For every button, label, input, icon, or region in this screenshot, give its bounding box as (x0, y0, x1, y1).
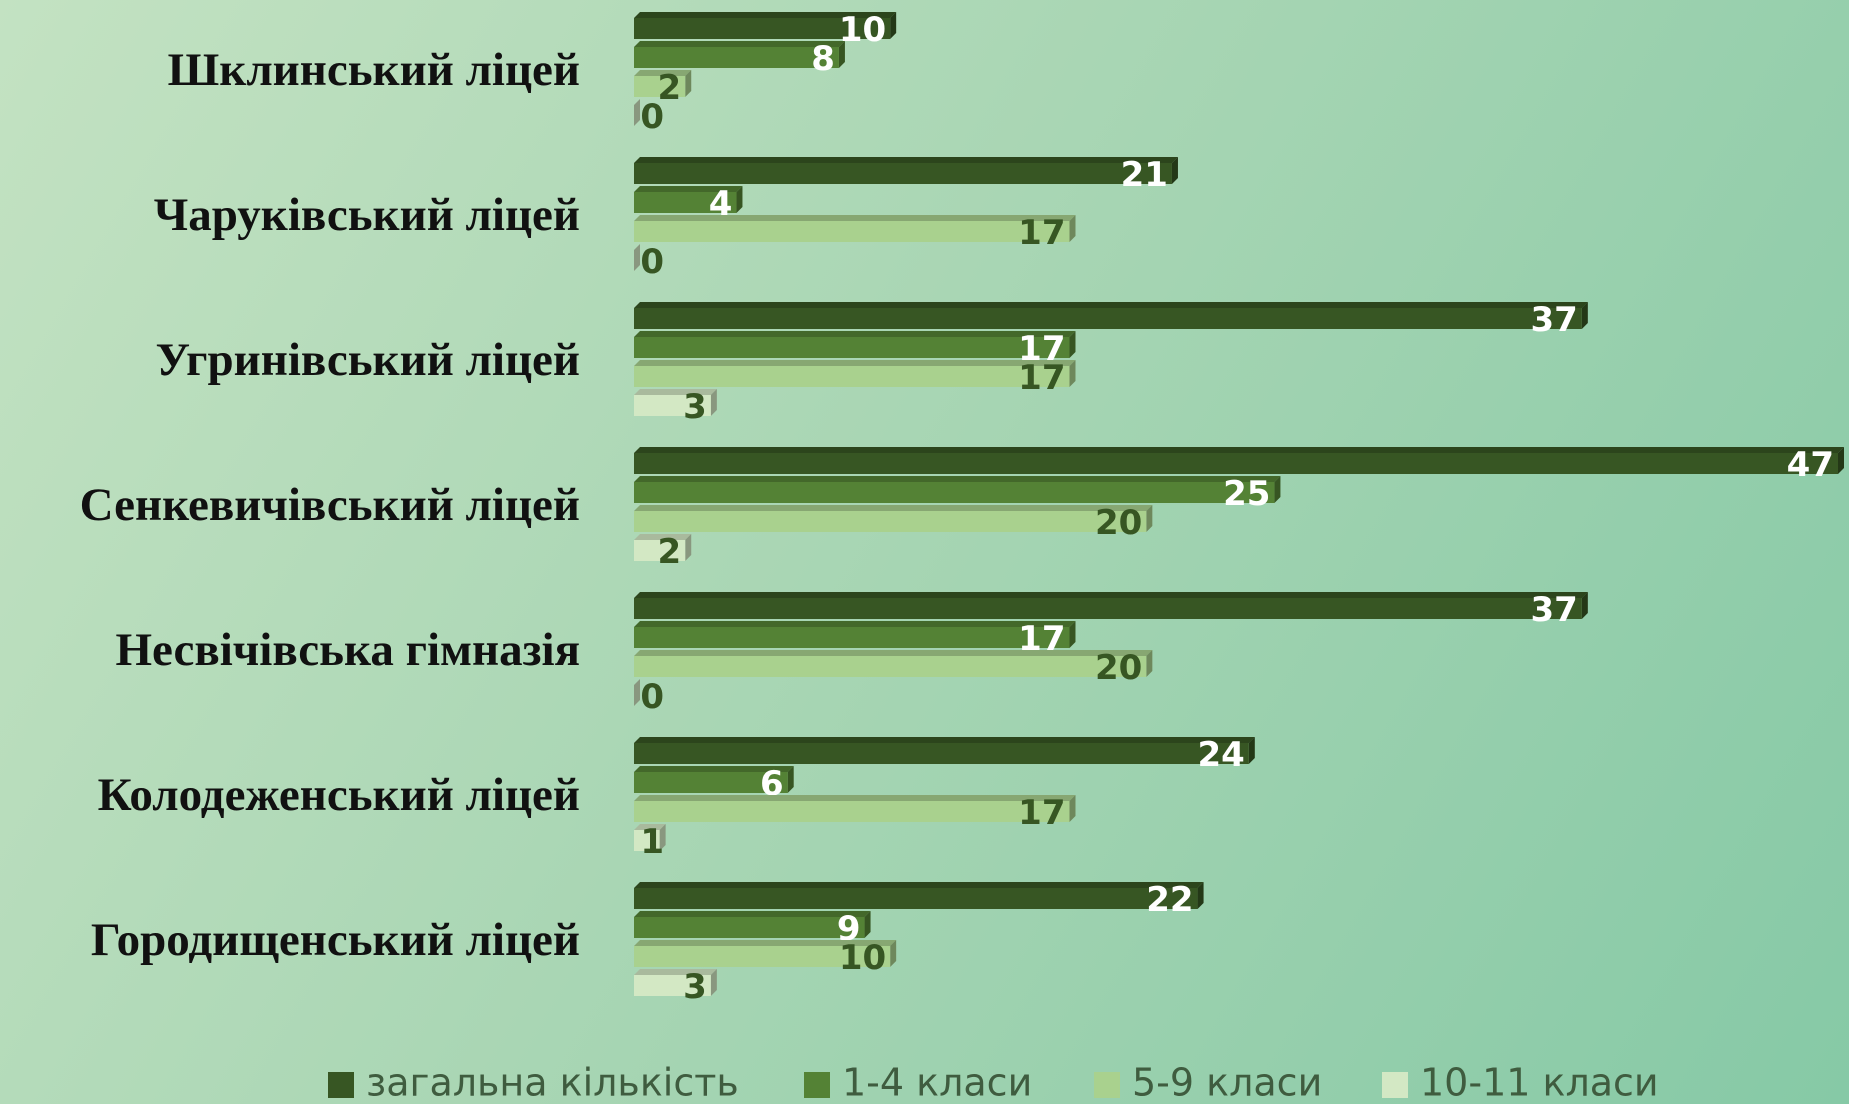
data-label: 3 (683, 967, 707, 1007)
bar-face (634, 911, 871, 917)
bar-face (634, 888, 1198, 909)
bar (634, 882, 1204, 909)
bar-face (634, 99, 640, 126)
category-label: Шклинський ліцей (168, 44, 580, 96)
legend-label: 10-11 класи (1420, 1061, 1659, 1104)
bar (634, 302, 1588, 329)
data-label: 3 (683, 387, 707, 427)
bar-face (634, 795, 1075, 801)
bar-face (634, 302, 1588, 308)
bar-face (634, 627, 1069, 648)
bar-face (634, 157, 1178, 163)
category-label: Сенкевичівський ліцей (80, 479, 580, 531)
bar-face (634, 331, 1075, 337)
data-label: 2 (658, 532, 682, 572)
bar-face (634, 360, 1075, 366)
bar-face (634, 476, 1280, 482)
bar (634, 737, 1255, 764)
legend-label: 1-4 класи (842, 1061, 1032, 1104)
legend-swatch (328, 1072, 354, 1098)
bar-face (634, 163, 1172, 184)
data-label: 24 (1197, 735, 1244, 775)
bar-face (634, 679, 640, 706)
bar-face (634, 215, 1075, 221)
bar (634, 911, 871, 938)
data-label: 0 (640, 97, 664, 137)
bar (634, 592, 1588, 619)
bar-face (634, 650, 1152, 656)
bar-face (634, 801, 1069, 822)
chart: Шклинський ліцей10820Чаруківський ліцей2… (0, 0, 1849, 1104)
data-label: 0 (640, 677, 664, 717)
data-label: 22 (1146, 880, 1193, 920)
data-label: 0 (640, 242, 664, 282)
bar (634, 360, 1075, 387)
bar (634, 621, 1075, 648)
category-label: Городищенський ліцей (91, 914, 580, 966)
data-label: 25 (1223, 474, 1270, 514)
bar-face (634, 737, 1255, 743)
bar (634, 447, 1844, 474)
bar (634, 650, 1152, 677)
bar-face (634, 743, 1249, 764)
bar-face (634, 308, 1582, 329)
bar-face (634, 656, 1146, 677)
data-label: 17 (1018, 358, 1065, 398)
bar-face (634, 917, 865, 938)
bar (634, 99, 640, 126)
data-label: 1 (640, 822, 664, 862)
bar-face (634, 621, 1075, 627)
data-label: 10 (839, 938, 886, 978)
bar-face (634, 598, 1582, 619)
legend-label: загальна кількість (366, 1061, 739, 1104)
bar (634, 505, 1152, 532)
bar-face (634, 505, 1152, 511)
legend-swatch (804, 1072, 830, 1098)
data-label: 37 (1531, 590, 1578, 630)
bar-face (634, 366, 1069, 387)
legend-swatch (1094, 1072, 1120, 1098)
bar (634, 331, 1075, 358)
legend-label: 5-9 класи (1132, 1061, 1322, 1104)
category-label: Несвічівська гімназія (115, 624, 580, 676)
data-label: 20 (1095, 648, 1142, 688)
bar (634, 679, 640, 706)
bar-face (634, 244, 640, 271)
bar-face (634, 511, 1146, 532)
bar (634, 476, 1280, 503)
bar (634, 244, 640, 271)
data-label: 17 (1018, 213, 1065, 253)
bar-face (634, 882, 1204, 888)
data-label: 8 (811, 39, 835, 79)
bar-face (634, 447, 1844, 453)
bar-face (634, 47, 839, 68)
bar-face (634, 453, 1838, 474)
data-label: 47 (1787, 445, 1834, 485)
data-label: 10 (839, 10, 886, 50)
bar (634, 215, 1075, 242)
data-label: 17 (1018, 793, 1065, 833)
legend-swatch (1382, 1072, 1408, 1098)
bar (634, 157, 1178, 184)
category-label: Угринівський ліцей (156, 334, 580, 386)
data-label: 37 (1531, 300, 1578, 340)
data-label: 21 (1121, 155, 1168, 195)
data-label: 20 (1095, 503, 1142, 543)
bar-face (634, 592, 1588, 598)
category-label: Чаруківський ліцей (154, 189, 580, 241)
bar (634, 795, 1075, 822)
bar-face (634, 221, 1069, 242)
category-label: Колодеженський ліцей (98, 769, 580, 821)
bar-face (634, 482, 1274, 503)
bar-face (634, 337, 1069, 358)
